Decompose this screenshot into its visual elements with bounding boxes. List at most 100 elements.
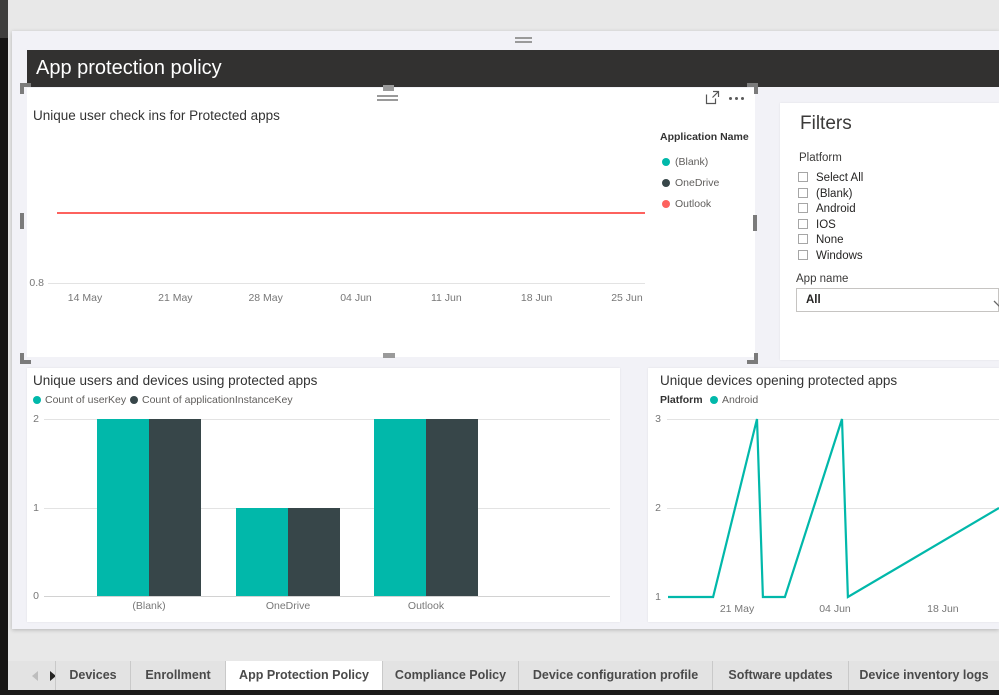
gridline — [667, 508, 999, 509]
x-tick: 11 Jun — [430, 292, 462, 304]
y-tick: 1 — [655, 591, 661, 603]
checkbox-label: Android — [816, 203, 856, 215]
y-axis-tick: 0.8 — [29, 277, 44, 289]
tab-software-updates[interactable]: Software updates — [712, 661, 848, 690]
resize-handle-bottom-right[interactable] — [747, 353, 758, 364]
bar-onedrive-userkey[interactable] — [236, 507, 288, 596]
tab-device-configuration-profile[interactable]: Device configuration profile — [518, 661, 712, 690]
x-tick: 18 Jun — [927, 603, 959, 615]
legend-dot — [33, 396, 41, 404]
resize-handle-right[interactable] — [753, 215, 757, 231]
gridline — [44, 419, 610, 420]
legend-title: Application Name — [660, 131, 749, 143]
x-tick: 18 Jun — [520, 292, 553, 304]
filters-pane: Filters Platform Select All (Blank) Androi… — [780, 103, 999, 360]
tab-device-inventory-logs[interactable]: Device inventory logs — [848, 661, 999, 690]
page-title-bar: App protection policy — [27, 50, 999, 87]
visual-title: Unique users and devices using protected… — [33, 373, 318, 388]
legend-item-appinstancekey[interactable]: Count of applicationInstanceKey — [130, 394, 293, 406]
android-line-series[interactable] — [648, 368, 999, 622]
checkbox-icon[interactable] — [798, 187, 808, 198]
x-tick: 28 May — [248, 292, 283, 304]
legend-dot — [130, 396, 138, 404]
resize-handle-bottom-left[interactable] — [20, 353, 31, 364]
bar-onedrive-appinstance[interactable] — [288, 507, 340, 596]
legend-item-android[interactable]: Android — [710, 394, 758, 406]
resize-handle-left[interactable] — [20, 213, 24, 229]
checkbox-icon[interactable] — [798, 203, 808, 213]
legend-dot — [662, 158, 670, 166]
line-series-outlook[interactable] — [57, 212, 645, 214]
platform-checkbox-ios[interactable]: IOS — [798, 218, 836, 234]
chevron-down-icon — [993, 296, 999, 318]
focus-mode-icon[interactable] — [705, 90, 721, 106]
legend-item-outlook[interactable]: Outlook — [662, 198, 711, 210]
checkbox-label: Select All — [816, 172, 864, 184]
y-tick: 2 — [655, 502, 661, 514]
report-canvas[interactable]: App protection policy Unique user check … — [12, 31, 999, 629]
visual-title: Unique devices opening protected apps — [660, 373, 898, 388]
page-drag-handle[interactable] — [515, 37, 532, 45]
sheet-tab-bar: Devices Enrollment App Protection Policy Co… — [8, 661, 999, 690]
platform-checkbox-windows[interactable]: Windows — [798, 249, 863, 265]
platform-checkbox-none[interactable]: None — [798, 234, 844, 249]
bar-blank-appinstance[interactable] — [149, 419, 201, 596]
visual-drag-handle[interactable] — [377, 95, 398, 103]
x-tick: 21 May — [158, 292, 193, 304]
tab-enrollment[interactable]: Enrollment — [130, 661, 225, 690]
platform-checkbox-selectall[interactable]: Select All — [798, 172, 863, 187]
platform-checkbox-blank[interactable]: (Blank) — [798, 187, 852, 203]
legend-dot — [662, 179, 670, 187]
window-edge — [0, 38, 8, 695]
more-options-icon[interactable] — [729, 97, 744, 100]
app-name-dropdown[interactable]: All — [796, 288, 999, 312]
bar-outlook-appinstance[interactable] — [426, 419, 478, 596]
resize-handle-top-left[interactable] — [20, 83, 31, 94]
users-devices-bar-chart[interactable]: Unique users and devices using protected… — [27, 368, 620, 622]
page-title: App protection policy — [36, 57, 222, 79]
checkbox-label: None — [816, 234, 844, 246]
x-tick: 25 Jun — [611, 292, 643, 304]
resize-handle-bottom[interactable] — [383, 353, 395, 358]
gridline — [667, 419, 999, 420]
x-tick: Outlook — [407, 600, 445, 612]
resize-handle-top-right[interactable] — [747, 83, 758, 94]
checkbox-icon[interactable] — [798, 249, 808, 260]
tab-scroll-right-icon[interactable] — [50, 671, 56, 681]
legend-item-userkey[interactable]: Count of userKey — [33, 394, 126, 406]
x-tick: OneDrive — [265, 600, 311, 612]
legend-dot — [662, 200, 670, 208]
app-name-value: All — [806, 294, 821, 306]
filters-title: Filters — [800, 113, 852, 134]
x-tick: 04 Jun — [340, 292, 372, 304]
resize-handle-top[interactable] — [383, 85, 394, 91]
checkbox-icon[interactable] — [798, 234, 808, 244]
window-edge-top — [0, 0, 8, 38]
devices-line-chart[interactable]: Unique devices opening protected apps Pl… — [648, 368, 999, 622]
legend-title: Platform — [660, 394, 703, 406]
app-name-label: App name — [796, 273, 849, 285]
bar-outlook-userkey[interactable] — [374, 419, 426, 596]
y-tick: 1 — [33, 501, 39, 514]
y-tick: 0 — [33, 590, 39, 602]
x-tick: 04 Jun — [819, 603, 851, 615]
checkbox-icon[interactable] — [798, 172, 808, 182]
tab-app-protection-policy[interactable]: App Protection Policy — [225, 661, 382, 690]
checkbox-icon[interactable] — [798, 218, 808, 229]
y-tick: 3 — [655, 413, 661, 425]
window-bottom-edge — [0, 690, 999, 695]
tab-scroll-left-icon[interactable] — [32, 671, 38, 681]
legend-item-onedrive[interactable]: OneDrive — [662, 177, 719, 189]
legend-item-blank[interactable]: (Blank) — [662, 156, 708, 168]
bar-blank-userkey[interactable] — [97, 419, 149, 596]
gridline — [44, 596, 610, 597]
checkbox-label: IOS — [816, 218, 836, 231]
tab-compliance-policy[interactable]: Compliance Policy — [382, 661, 518, 690]
tab-devices[interactable]: Devices — [55, 661, 130, 690]
platform-checkbox-android[interactable]: Android — [798, 203, 856, 218]
x-tick: 21 May — [719, 603, 755, 615]
gridline — [48, 283, 645, 284]
checkbox-label: Windows — [816, 249, 863, 262]
checkins-line-chart[interactable]: Unique user check ins for Protected apps… — [27, 88, 755, 357]
